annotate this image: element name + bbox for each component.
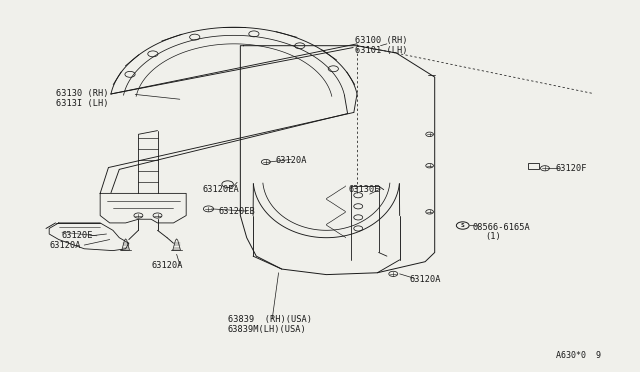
Text: A630*0  9: A630*0 9 (556, 351, 601, 360)
Text: 63120E: 63120E (62, 231, 93, 240)
Text: 63120A: 63120A (409, 275, 441, 283)
Text: 63120F: 63120F (556, 164, 588, 173)
Text: 63120A: 63120A (49, 241, 81, 250)
Text: 63120A: 63120A (275, 155, 307, 165)
Text: 63130E: 63130E (349, 185, 380, 194)
Text: 63120EB: 63120EB (218, 207, 255, 217)
Text: 63101 (LH): 63101 (LH) (355, 46, 408, 55)
Text: 63120EA: 63120EA (202, 185, 239, 194)
Text: 63120A: 63120A (151, 261, 182, 270)
Text: 63100 (RH): 63100 (RH) (355, 36, 408, 45)
Text: 08566-6165A: 08566-6165A (473, 223, 531, 232)
Text: 63130 (RH): 63130 (RH) (56, 89, 108, 98)
Text: S: S (461, 223, 465, 228)
Text: 6313I (LH): 6313I (LH) (56, 99, 108, 108)
Text: 63839  (RH)(USA): 63839 (RH)(USA) (228, 315, 312, 324)
Text: 63839M(LH)(USA): 63839M(LH)(USA) (228, 325, 307, 334)
Bar (528, 163, 540, 169)
Text: (1): (1) (486, 232, 501, 241)
